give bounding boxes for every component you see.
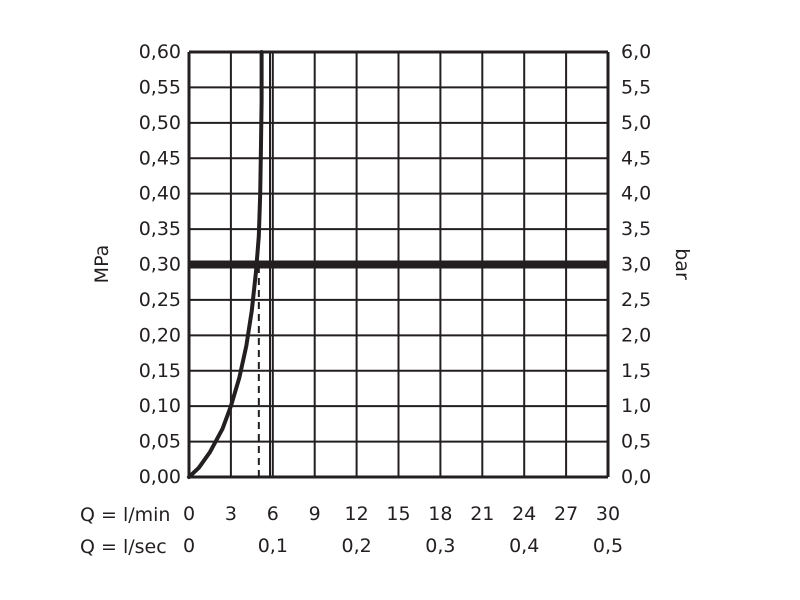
y-left-tick-label: 0,10 <box>139 395 181 417</box>
y-left-tick-label: 0,40 <box>139 183 181 205</box>
x-secondary-tick-label: 0,5 <box>593 535 623 557</box>
y-left-tick-label: 0,20 <box>139 324 181 346</box>
y-left-tick-label: 0,00 <box>139 466 181 488</box>
x-primary-tick-label: 9 <box>309 503 321 525</box>
y-left-tick-label: 0,45 <box>139 147 181 169</box>
x-primary-tick-label: 21 <box>470 503 494 525</box>
x-secondary-tick-label: 0,1 <box>258 535 288 557</box>
y-right-tick-label: 3,0 <box>621 254 651 276</box>
x-secondary-tick-label: 0,4 <box>509 535 539 557</box>
x-primary-tick-label: 3 <box>225 503 237 525</box>
x-primary-tick-label: 12 <box>345 503 369 525</box>
y-right-tick-label: 1,5 <box>621 360 651 382</box>
y-left-tick-label: 0,05 <box>139 431 181 453</box>
x-primary-axis-title: Q = l/min <box>80 504 170 526</box>
y-right-tick-label: 5,0 <box>621 112 651 134</box>
right-axis-title: bar <box>671 248 693 280</box>
y-right-tick-label: 5,5 <box>621 76 651 98</box>
y-right-tick-label: 0,5 <box>621 431 651 453</box>
y-left-tick-label: 0,30 <box>139 254 181 276</box>
y-right-tick-label: 6,0 <box>621 41 651 63</box>
y-right-tick-label: 2,0 <box>621 324 651 346</box>
y-right-tick-label: 4,0 <box>621 183 651 205</box>
left-axis-title: MPa <box>91 245 113 284</box>
x-primary-tick-label: 6 <box>267 503 279 525</box>
x-secondary-tick-label: 0,3 <box>425 535 455 557</box>
x-primary-tick-label: 15 <box>386 503 410 525</box>
series <box>187 50 608 479</box>
x-primary-tick-label: 24 <box>512 503 536 525</box>
x-secondary-axis-title: Q = l/sec <box>80 536 167 558</box>
x-primary-tick-label: 30 <box>596 503 620 525</box>
x-secondary-tick-label: 0 <box>183 535 195 557</box>
y-right-tick-label: 0,0 <box>621 466 651 488</box>
x-primary-tick-label: 18 <box>428 503 452 525</box>
y-right-tick-label: 4,5 <box>621 147 651 169</box>
x-primary-tick-label: 27 <box>554 503 578 525</box>
y-left-tick-label: 0,35 <box>139 218 181 240</box>
y-left-tick-label: 0,15 <box>139 360 181 382</box>
x-primary-tick-label: 0 <box>183 503 195 525</box>
y-left-tick-label: 0,55 <box>139 76 181 98</box>
y-left-tick-label: 0,50 <box>139 112 181 134</box>
labels: 0,000,050,100,150,200,250,300,350,400,45… <box>139 41 652 557</box>
flow-curve <box>187 50 264 479</box>
y-left-tick-label: 0,60 <box>139 41 181 63</box>
x-secondary-tick-label: 0,2 <box>341 535 371 557</box>
y-left-tick-label: 0,25 <box>139 289 181 311</box>
y-right-tick-label: 2,5 <box>621 289 651 311</box>
y-right-tick-label: 3,5 <box>621 218 651 240</box>
y-right-tick-label: 1,0 <box>621 395 651 417</box>
